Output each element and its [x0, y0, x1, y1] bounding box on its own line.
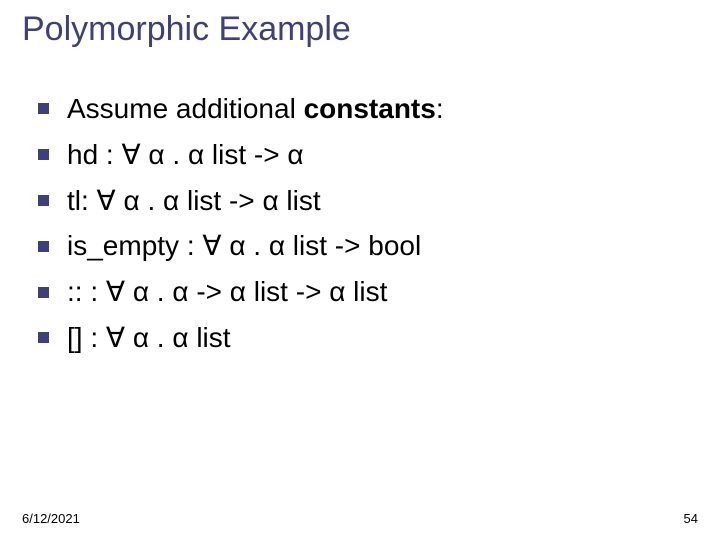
list-item: hd : ∀ α . α list -> α: [38, 136, 690, 174]
list-item: [] : ∀ α . α list: [38, 319, 690, 357]
list-item: Assume additional constants:: [38, 90, 690, 128]
footer-page-number: 54: [684, 511, 698, 526]
bullet-text: hd : ∀ α . α list -> α: [67, 136, 304, 174]
bullet-list: Assume additional constants: hd : ∀ α . …: [38, 90, 690, 365]
bullet-text: is_empty : ∀ α . α list -> bool: [67, 227, 421, 265]
bullet-text: tl: ∀ α . α list -> α list: [67, 182, 321, 220]
square-bullet-icon: [38, 195, 49, 206]
square-bullet-icon: [38, 149, 49, 160]
slide: Polymorphic Example Assume additional co…: [0, 0, 720, 540]
list-item: :: : ∀ α . α -> α list -> α list: [38, 273, 690, 311]
text-run: :: [436, 93, 444, 124]
bullet-text: [] : ∀ α . α list: [67, 319, 231, 357]
square-bullet-icon: [38, 332, 49, 343]
bullet-text: Assume additional constants:: [67, 90, 444, 128]
text-run-bold: constants: [304, 93, 436, 124]
slide-title: Polymorphic Example: [22, 10, 351, 49]
footer-date: 6/12/2021: [22, 511, 80, 526]
text-run: Assume additional: [67, 93, 304, 124]
square-bullet-icon: [38, 241, 49, 252]
list-item: tl: ∀ α . α list -> α list: [38, 182, 690, 220]
list-item: is_empty : ∀ α . α list -> bool: [38, 227, 690, 265]
bullet-text: :: : ∀ α . α -> α list -> α list: [67, 273, 387, 311]
square-bullet-icon: [38, 103, 49, 114]
square-bullet-icon: [38, 287, 49, 298]
